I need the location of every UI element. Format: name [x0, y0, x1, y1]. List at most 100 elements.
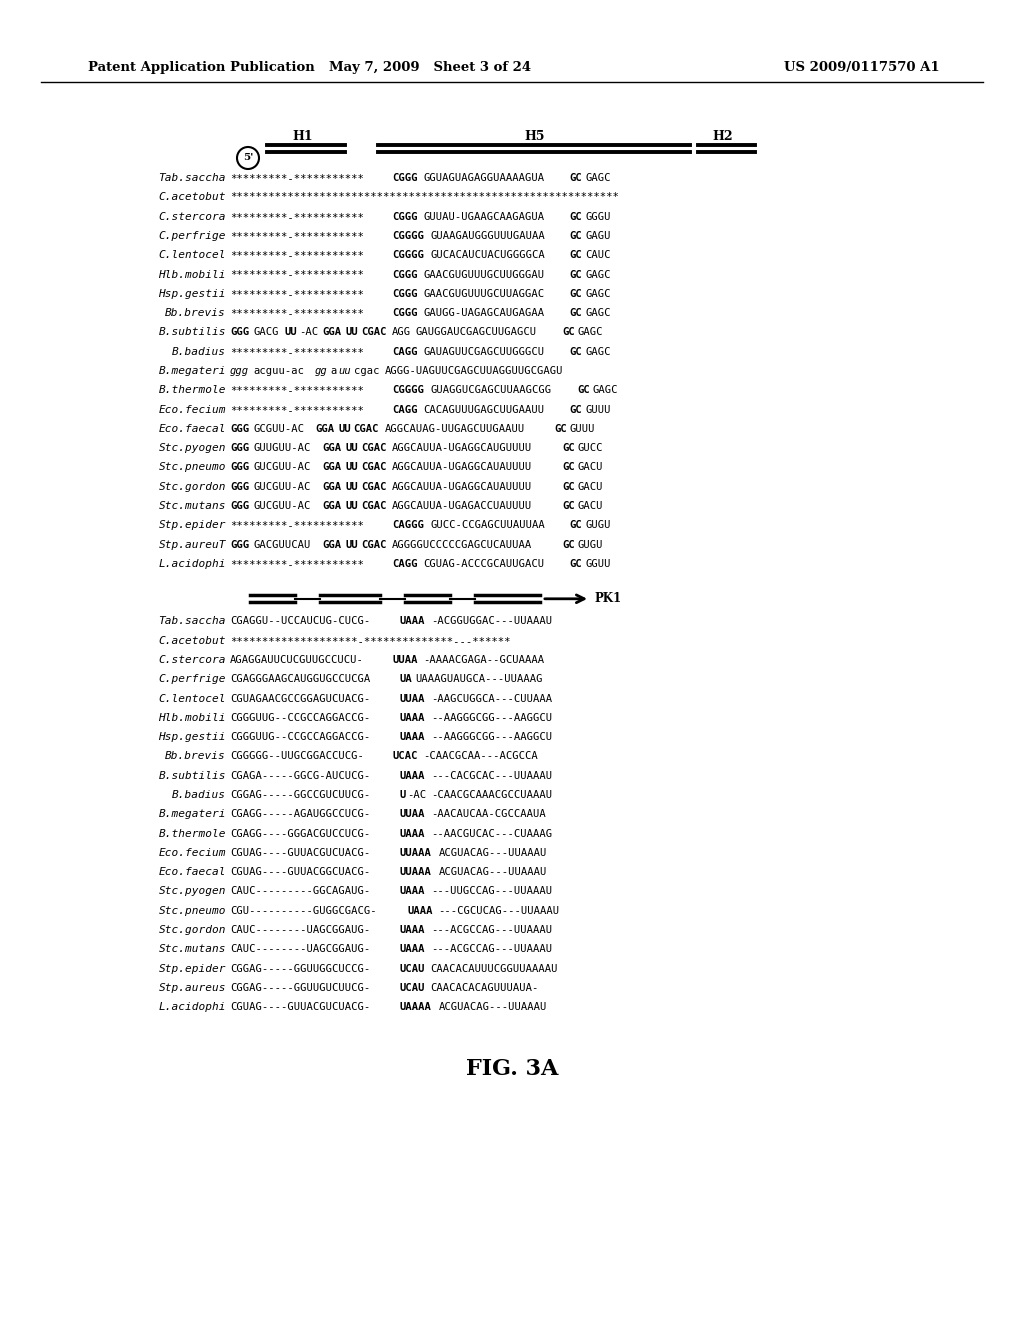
Text: *********-***********: *********-*********** [230, 289, 364, 298]
Text: UUAAA: UUAAA [399, 867, 432, 878]
Text: L.acidophi: L.acidophi [159, 558, 226, 569]
Text: --AAGGGCGG---AAGGCU: --AAGGGCGG---AAGGCU [431, 713, 552, 723]
Text: CGAGG-----AGAUGGCCUCG-: CGAGG-----AGAUGGCCUCG- [230, 809, 371, 820]
Text: AGGCAUUA-UGAGGCAUAUUUU: AGGCAUUA-UGAGGCAUAUUUU [392, 482, 532, 492]
Text: CGAC: CGAC [361, 462, 387, 473]
Text: UU: UU [346, 540, 358, 549]
Text: GC: GC [554, 424, 567, 434]
Text: -AACAUCAA-CGCCAAUA: -AACAUCAA-CGCCAAUA [431, 809, 546, 820]
Text: --AAGGGCGG---AAGGCU: --AAGGGCGG---AAGGCU [431, 733, 552, 742]
Text: ---CGCUCAG---UUAAAU: ---CGCUCAG---UUAAAU [438, 906, 559, 916]
Text: CGUAGAACGCCGGAGUCUACG-: CGUAGAACGCCGGAGUCUACG- [230, 693, 371, 704]
Text: GGA: GGA [323, 462, 342, 473]
Text: GUCC-CCGAGCUUAUUAA: GUCC-CCGAGCUUAUUAA [431, 520, 546, 531]
Text: *************************************************************: ****************************************… [230, 193, 618, 202]
Text: CAUC--------UAGCGGAUG-: CAUC--------UAGCGGAUG- [230, 925, 371, 935]
Text: Bb.brevis: Bb.brevis [165, 751, 226, 762]
Text: GGG: GGG [230, 444, 249, 453]
Text: GC: GC [569, 405, 583, 414]
Text: GGUU: GGUU [585, 558, 610, 569]
Text: CGUAG----GUUACGGCUACG-: CGUAG----GUUACGGCUACG- [230, 867, 371, 878]
Text: UUAA: UUAA [392, 655, 418, 665]
Text: GACU: GACU [578, 502, 603, 511]
Text: CAGG: CAGG [392, 405, 418, 414]
Text: Stc.mutans: Stc.mutans [159, 944, 226, 954]
Text: Stc.gordon: Stc.gordon [159, 482, 226, 492]
Text: CAUC: CAUC [585, 251, 610, 260]
Text: PK1: PK1 [594, 593, 622, 606]
Text: FIG. 3A: FIG. 3A [466, 1057, 558, 1080]
Text: CGAC: CGAC [361, 444, 387, 453]
Text: B.subtilis: B.subtilis [159, 327, 226, 338]
Text: GAACGUGUUUGCUUAGGAC: GAACGUGUUUGCUUAGGAC [423, 289, 544, 298]
Text: GGG: GGG [230, 327, 249, 338]
Text: CAGG: CAGG [392, 558, 418, 569]
Text: ggg: ggg [230, 366, 249, 376]
Text: Hsp.gestii: Hsp.gestii [159, 733, 226, 742]
Text: Eco.faecal: Eco.faecal [159, 424, 226, 434]
Text: GGUAGUAGAGGUAAAAGUA: GGUAGUAGAGGUAAAAGUA [423, 173, 544, 183]
Text: GUUAU-UGAAGCAAGAGUA: GUUAU-UGAAGCAAGAGUA [423, 211, 544, 222]
Text: CGAC: CGAC [361, 502, 387, 511]
Text: CGGAG-----GGUUGUCUUCG-: CGGAG-----GGUUGUCUUCG- [230, 983, 371, 993]
Text: *********-***********: *********-*********** [230, 405, 364, 414]
Text: Hlb.mobili: Hlb.mobili [159, 713, 226, 723]
Text: GUUU: GUUU [569, 424, 595, 434]
Text: GAGC: GAGC [578, 327, 603, 338]
Text: CGAGGU--UCCAUCUG-CUCG-: CGAGGU--UCCAUCUG-CUCG- [230, 616, 371, 626]
Text: *********-***********: *********-*********** [230, 558, 364, 569]
Text: U: U [399, 789, 407, 800]
Text: GC: GC [569, 289, 583, 298]
Text: GUCC: GUCC [578, 444, 603, 453]
Text: GC: GC [562, 502, 574, 511]
Text: UCAU: UCAU [399, 983, 425, 993]
Text: Hsp.gestii: Hsp.gestii [159, 289, 226, 298]
Text: H5: H5 [524, 131, 545, 144]
Text: UU: UU [346, 327, 358, 338]
Text: Eco.fecium: Eco.fecium [159, 405, 226, 414]
Text: Stc.mutans: Stc.mutans [159, 502, 226, 511]
Text: GGG: GGG [230, 502, 249, 511]
Text: CAGGG: CAGGG [392, 520, 424, 531]
Text: ---UUGCCAG---UUAAAU: ---UUGCCAG---UUAAAU [431, 887, 552, 896]
Text: acguu-ac: acguu-ac [253, 366, 304, 376]
Text: CGGGUUG--CCGCCAGGACCG-: CGGGUUG--CCGCCAGGACCG- [230, 733, 371, 742]
Text: AGGCAUUA-UGAGACCUAUUUU: AGGCAUUA-UGAGACCUAUUUU [392, 502, 532, 511]
Text: -ACGGUGGAC---UUAAAU: -ACGGUGGAC---UUAAAU [431, 616, 552, 626]
Text: GAGC: GAGC [585, 308, 610, 318]
Text: CGAC: CGAC [353, 424, 379, 434]
Text: GAGC: GAGC [585, 347, 610, 356]
Text: *********-***********: *********-*********** [230, 231, 364, 242]
Text: GUUU: GUUU [585, 405, 610, 414]
Text: CGAGG----GGGACGUCCUCG-: CGAGG----GGGACGUCCUCG- [230, 829, 371, 838]
Text: Stc.pyogen: Stc.pyogen [159, 887, 226, 896]
Text: ACGUACAG---UUAAAU: ACGUACAG---UUAAAU [438, 1002, 547, 1012]
Text: CGGGGG--UUGCGGACCUCG-: CGGGGG--UUGCGGACCUCG- [230, 751, 364, 762]
Text: Hlb.mobili: Hlb.mobili [159, 269, 226, 280]
Text: GGGU: GGGU [585, 211, 610, 222]
Text: CGGG: CGGG [392, 289, 418, 298]
Text: UU: UU [346, 502, 358, 511]
Text: 5': 5' [243, 153, 253, 162]
Text: CAACACACAGUUUAUA-: CAACACACAGUUUAUA- [431, 983, 539, 993]
Text: CAACACAUUUCGGUUAAAAU: CAACACAUUUCGGUUAAAAU [431, 964, 558, 974]
Text: GUGU: GUGU [585, 520, 610, 531]
Text: CGGGG: CGGGG [392, 385, 424, 395]
Text: AGGCAUAG-UUGAGCUUGAAUU: AGGCAUAG-UUGAGCUUGAAUU [384, 424, 524, 434]
Text: -CAACGCAA---ACGCCA: -CAACGCAA---ACGCCA [423, 751, 538, 762]
Text: gg: gg [315, 366, 328, 376]
Text: GACGUUCAU: GACGUUCAU [253, 540, 310, 549]
Text: a: a [331, 366, 337, 376]
Text: *********-***********: *********-*********** [230, 385, 364, 395]
Text: CGGG: CGGG [392, 269, 418, 280]
Text: B.badius: B.badius [172, 789, 226, 800]
Text: Stp.epider: Stp.epider [159, 964, 226, 974]
Text: -AC: -AC [408, 789, 427, 800]
Text: CAGG: CAGG [392, 347, 418, 356]
Text: Stp.aureuT: Stp.aureuT [159, 540, 226, 549]
Text: UAAA: UAAA [399, 944, 425, 954]
Text: Stc.gordon: Stc.gordon [159, 925, 226, 935]
Text: GGA: GGA [323, 540, 342, 549]
Text: Eco.fecium: Eco.fecium [159, 847, 226, 858]
Text: ---ACGCCAG---UUAAAU: ---ACGCCAG---UUAAAU [431, 944, 552, 954]
